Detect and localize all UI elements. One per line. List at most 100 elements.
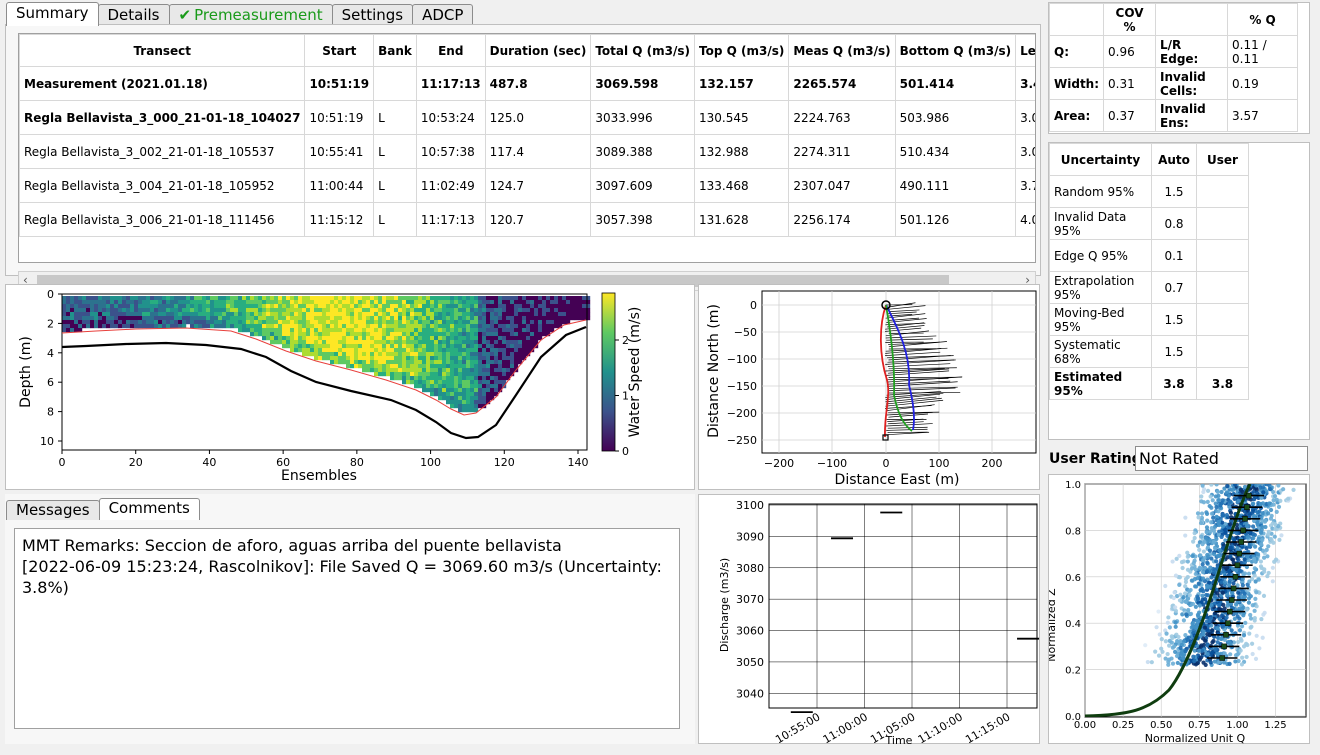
- extrap-ytick: 0.6: [1065, 573, 1081, 584]
- tab-messages[interactable]: Messages: [6, 500, 100, 520]
- table-cell: 130.545: [694, 100, 790, 135]
- user-uncertainty-input[interactable]: [1196, 303, 1249, 336]
- shiptrack-xtick: −100: [817, 457, 847, 470]
- user-uncertainty-input[interactable]: [1196, 175, 1249, 208]
- table-cell: 11:02:49: [415, 168, 486, 203]
- ts-ytick: 3070: [736, 593, 764, 606]
- discharge-timeseries-plot: 3040 3050 3060 3070 3080 3090 3100 10:55:0011:0…: [718, 499, 1040, 747]
- extrapolation-panel: 0.00 0.25 0.50 0.75 1.00 1.25 0.0 0.2 0.4 0.6 0.8 1…: [1045, 474, 1310, 745]
- column-header[interactable]: Top Q (m3/s): [694, 34, 790, 67]
- user-uncertainty-input[interactable]: 3.8: [1196, 367, 1249, 400]
- table-row[interactable]: Measurement (2021.01.18) 10:51:19 11:17:13…: [19, 66, 1035, 101]
- table-cell: L: [373, 134, 417, 169]
- comments-textbox[interactable]: MMT Remarks: Seccion de aforo, aguas arr…: [14, 528, 680, 729]
- tab-premeasurement[interactable]: ✔ Premeasurement: [168, 4, 333, 26]
- user-rating-select[interactable]: Not Rated: [1135, 446, 1308, 471]
- uncertainty-cell: 1.5: [1151, 335, 1197, 368]
- contour-ytick: 4: [47, 347, 54, 360]
- user-rating-label: User Rating:: [1049, 451, 1148, 467]
- extrap-ytick: 0.4: [1065, 619, 1081, 630]
- width-label: Width:: [1048, 67, 1105, 100]
- table-cell: 487.8: [484, 66, 592, 101]
- shiptrack-ytick: −200: [727, 407, 757, 420]
- cov-stats-panel: COV % % Q Q: 0.96 L/R Edge: 0.11 / 0.11 Widt…: [1048, 2, 1310, 134]
- table-row[interactable]: Regla Bellavista_3_002_21-01-18_105537 10…: [19, 134, 1035, 169]
- table-cell: L: [373, 202, 417, 237]
- column-header[interactable]: Total Q (m3/s): [590, 34, 696, 67]
- table-cell: 490.111: [894, 168, 1017, 203]
- extrapolation-plot: 0.00 0.25 0.50 0.75 1.00 1.25 0.0 0.2 0.4 0.6 0.8 1…: [1045, 480, 1307, 745]
- extrap-ytick: 0.8: [1065, 526, 1081, 537]
- shiptrack-ytick: −50: [734, 326, 757, 339]
- contour-ylabel: Depth (m): [18, 336, 34, 408]
- uncertainty-header: Uncertainty: [1049, 143, 1152, 176]
- table-cell: 2274.311: [788, 134, 896, 169]
- table-cell: 132.988: [694, 134, 790, 169]
- colorbar-label: Water Speed (m/s): [627, 307, 643, 438]
- column-header[interactable]: Bottom Q (m3/s): [894, 34, 1017, 67]
- table-row[interactable]: Regla Bellavista_3_004_21-01-18_105952 11…: [19, 168, 1035, 203]
- scroll-left-icon[interactable]: ‹: [23, 273, 28, 287]
- table-cell: 11:17:13: [415, 202, 486, 237]
- ts-xlabel: Time: [885, 734, 913, 745]
- table-cell: Regla Bellavista_3_004_21-01-18_105952: [19, 168, 306, 203]
- column-header[interactable]: Start: [304, 34, 375, 67]
- q-label: Q:: [1048, 35, 1105, 68]
- ts-xtick: 10:55:00: [773, 710, 822, 745]
- scroll-right-icon[interactable]: ›: [1025, 273, 1030, 287]
- tab-details[interactable]: Details: [97, 4, 170, 26]
- column-header[interactable]: Bank: [373, 34, 417, 67]
- table-cell: 10:51:19: [304, 100, 375, 135]
- main-tabs: Summary Details ✔ Premeasurement Settings…: [6, 2, 474, 26]
- extrap-ytick: 0.2: [1065, 666, 1081, 677]
- user-uncertainty-input[interactable]: [1196, 335, 1249, 368]
- extrap-xtick: 1.00: [1226, 720, 1248, 731]
- column-header[interactable]: End: [415, 34, 486, 67]
- table-cell: 10:51:19: [304, 66, 375, 101]
- table-cell: 510.434: [894, 134, 1017, 169]
- table-cell: 124.7: [484, 168, 592, 203]
- extrap-xtick: 0.25: [1112, 720, 1134, 731]
- contour-ytick: 0: [47, 288, 54, 301]
- comment-line: [2022-06-09 15:23:24, Rascolnikov]: File…: [22, 557, 662, 597]
- ts-ytick: 3050: [736, 656, 764, 669]
- table-cell: 2224.763: [788, 100, 896, 135]
- table-cell: 10:57:38: [415, 134, 486, 169]
- shiptrack-xlabel: Distance East (m): [835, 472, 960, 488]
- column-header[interactable]: Duration (sec): [484, 34, 592, 67]
- column-header[interactable]: Left Q (m3/s): [1015, 34, 1035, 67]
- tab-summary[interactable]: Summary: [6, 2, 99, 26]
- contour-plot-panel: 0 20 40 60 80 100 120 140 0 2 4 6 8 10 Ensembles Dept…: [5, 284, 695, 490]
- contour-ytick: 6: [47, 376, 54, 389]
- contour-xtick: 80: [350, 456, 364, 469]
- uncertainty-row: Random 95% 1.5: [1049, 175, 1249, 208]
- user-uncertainty-input[interactable]: [1196, 239, 1249, 272]
- column-header[interactable]: Transect: [19, 34, 306, 67]
- table-cell: 117.4: [484, 134, 592, 169]
- ts-ytick: 3100: [736, 499, 764, 512]
- shiptrack-ytick: −250: [727, 434, 757, 447]
- tab-settings[interactable]: Settings: [331, 4, 414, 26]
- tab-comments[interactable]: Comments: [98, 498, 200, 520]
- tab-adcp[interactable]: ADCP: [412, 4, 474, 26]
- uncertainty-row: Invalid Data 95% 0.8: [1049, 207, 1249, 240]
- shiptrack-ytick: 0: [750, 299, 757, 312]
- uncertainty-row: Estimated 95% 3.8 3.8: [1049, 367, 1249, 400]
- ts-ytick: 3090: [736, 530, 764, 543]
- table-row[interactable]: Regla Bellavista_3_000_21-01-18_104027 10…: [19, 100, 1035, 135]
- table-cell: 133.468: [694, 168, 790, 203]
- uncertainty-cell: Edge Q 95%: [1049, 239, 1152, 272]
- table-cell: 11:15:12: [304, 202, 375, 237]
- uncertainty-row: Systematic 68% 1.5: [1049, 335, 1249, 368]
- cov-header: COV %: [1103, 3, 1157, 36]
- column-header[interactable]: Meas Q (m3/s): [788, 34, 896, 67]
- extrap-ylabel: Normalized Z: [1049, 588, 1058, 662]
- user-uncertainty-input[interactable]: [1196, 207, 1249, 240]
- extrap-xtick: 0.50: [1150, 720, 1172, 731]
- table-row[interactable]: Regla Bellavista_3_006_21-01-18_111456 11…: [19, 202, 1035, 237]
- table-cell: 3033.996: [590, 100, 696, 135]
- user-uncertainty-input[interactable]: [1196, 271, 1249, 304]
- extrap-xtick: 0.75: [1188, 720, 1210, 731]
- uncertainty-cell: 0.7: [1151, 271, 1197, 304]
- shiptrack-ylabel: Distance North (m): [706, 304, 722, 438]
